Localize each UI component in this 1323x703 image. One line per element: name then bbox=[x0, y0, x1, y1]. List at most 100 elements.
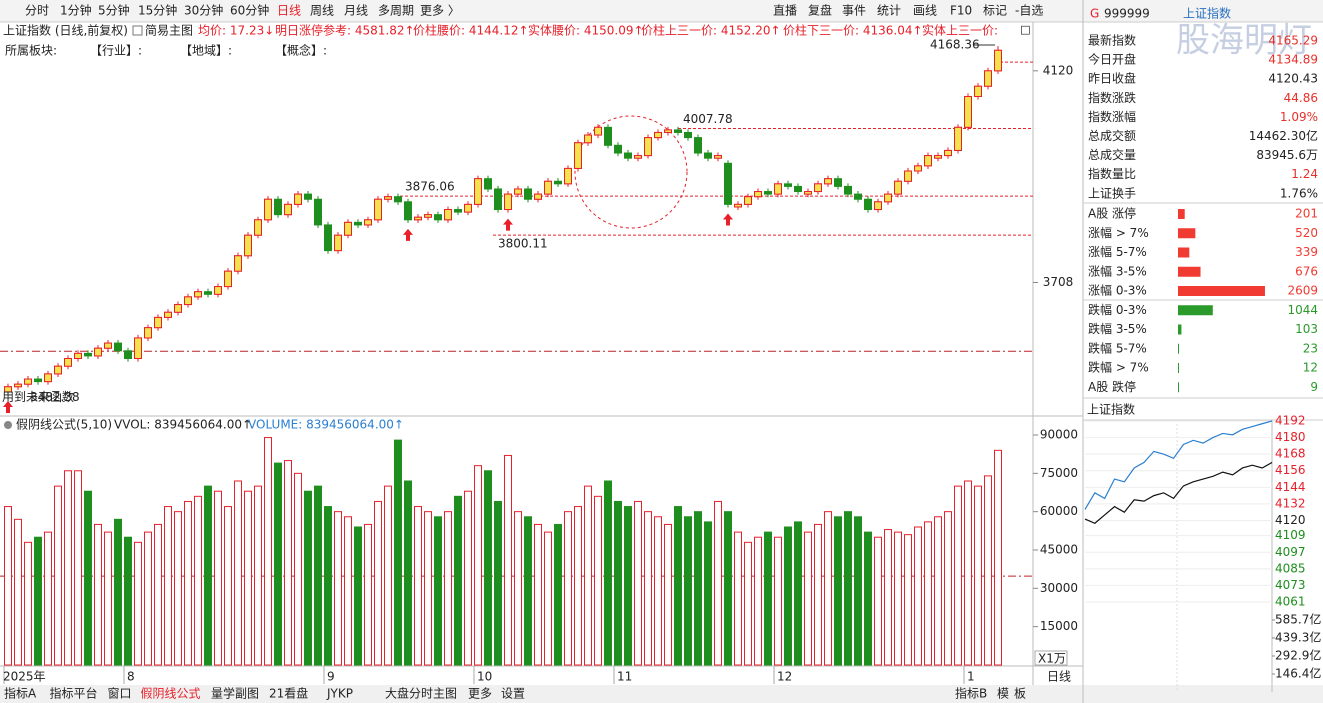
bottom-tab[interactable]: 大盘分时主图 bbox=[385, 686, 457, 701]
tool-button[interactable]: 统计 bbox=[877, 4, 901, 18]
volume-bar bbox=[104, 531, 112, 666]
high-label: 4168.36 bbox=[930, 37, 980, 51]
bottom-tab[interactable]: 21看盘 bbox=[269, 686, 308, 701]
bottom-tab[interactable]: 假阴线公式 bbox=[141, 687, 201, 701]
tool-button[interactable]: 画线 bbox=[913, 4, 937, 18]
candle-body bbox=[834, 178, 842, 187]
period-label[interactable]: 日线 bbox=[1047, 670, 1071, 684]
indicator-value: 价柱腰价: 4144.12↑ bbox=[413, 23, 529, 38]
period-tab[interactable]: 30分钟 bbox=[184, 3, 223, 18]
bottom-tab[interactable]: 窗口 bbox=[108, 687, 132, 701]
tool-button[interactable]: 事件 bbox=[842, 4, 866, 18]
volume-bar bbox=[524, 516, 532, 666]
bottom-tab[interactable]: 设置 bbox=[501, 687, 525, 701]
bottom-tab[interactable]: 指标A bbox=[4, 686, 37, 701]
candle-body bbox=[404, 201, 412, 221]
bottom-tab[interactable]: 指标平台 bbox=[50, 686, 98, 701]
template[interactable]: 简易主图 bbox=[145, 24, 193, 38]
quote-flag: G bbox=[1090, 7, 1099, 21]
quote-value: 4120.43 bbox=[1268, 72, 1318, 86]
period-tab[interactable]: 60分钟 bbox=[230, 3, 269, 18]
candle-body bbox=[644, 137, 652, 157]
tool-button[interactable]: F10 bbox=[950, 4, 972, 18]
volume-bar bbox=[954, 485, 962, 666]
bottom-tab[interactable]: 量学副图 bbox=[211, 686, 259, 701]
y-tick-label: 4073 bbox=[1275, 578, 1306, 592]
tool-button[interactable]: 直播 bbox=[773, 4, 797, 18]
level-label: 3800.11 bbox=[498, 237, 548, 251]
volume-bar bbox=[214, 490, 222, 666]
x-tick-label: 10 bbox=[477, 670, 492, 684]
candle-body bbox=[934, 155, 942, 159]
candle-body bbox=[724, 162, 732, 205]
bottom-tab[interactable]: 模 bbox=[997, 687, 1009, 701]
volume-bar bbox=[864, 531, 872, 666]
bottom-tab[interactable]: 更多 bbox=[468, 687, 492, 701]
candle-body bbox=[884, 193, 892, 203]
tool-button[interactable]: -自选 bbox=[1015, 4, 1043, 18]
candle-body bbox=[474, 178, 482, 205]
volume-header: 假阴线公式(5,10) bbox=[16, 418, 112, 432]
volume-bar bbox=[454, 495, 462, 666]
breadth-label: 跌幅 5-7% bbox=[1088, 340, 1147, 355]
signal-arrow bbox=[503, 218, 513, 231]
candle-body bbox=[374, 198, 382, 221]
tool-button[interactable]: 复盘 bbox=[808, 3, 832, 18]
period-tab[interactable]: 1分钟 bbox=[60, 3, 92, 18]
candle-body bbox=[424, 214, 432, 218]
period-tab[interactable]: 周线 bbox=[310, 4, 334, 18]
volume-bar bbox=[884, 529, 892, 666]
unit-label: X1万 bbox=[1038, 652, 1066, 666]
volume-bar bbox=[374, 500, 382, 666]
candle-body bbox=[584, 134, 592, 144]
indicator-value: 价柱下三一价: 4136.04↑ bbox=[783, 23, 923, 38]
period-tab[interactable]: 多周期 bbox=[378, 4, 414, 18]
candle-body bbox=[914, 165, 922, 172]
breadth-bar bbox=[1178, 305, 1213, 316]
candle-body bbox=[814, 183, 822, 193]
tool-button[interactable]: 标记 bbox=[983, 4, 1007, 18]
candle-body bbox=[864, 198, 872, 211]
candle-body bbox=[414, 216, 422, 221]
candle-body bbox=[574, 142, 582, 169]
bottom-tab[interactable]: 指标B bbox=[955, 686, 987, 701]
quote-value: 83945.6万 bbox=[1256, 148, 1318, 162]
period-tab[interactable]: 15分钟 bbox=[138, 3, 177, 18]
icon[interactable]: ☐ bbox=[1020, 24, 1031, 38]
quote-label: 总成交量 bbox=[1088, 147, 1136, 162]
candle-body bbox=[494, 188, 502, 211]
volume-bar bbox=[894, 531, 902, 666]
volume-bar bbox=[14, 518, 22, 666]
breadth-bar bbox=[1178, 343, 1179, 354]
y-tick-label: 4097 bbox=[1275, 545, 1306, 559]
volume-bar bbox=[64, 470, 72, 666]
volume-bar bbox=[194, 495, 202, 666]
candle-body bbox=[774, 183, 782, 195]
candle-body bbox=[544, 180, 552, 195]
y-tick-label: 4132 bbox=[1275, 496, 1306, 510]
period-tab[interactable]: 分时 bbox=[25, 4, 49, 18]
period-tab[interactable]: 月线 bbox=[344, 4, 368, 18]
volume-bar bbox=[754, 536, 762, 666]
candle-body bbox=[704, 152, 712, 159]
note: 用到未来函数 bbox=[2, 389, 74, 404]
bottom-tab[interactable]: 板 bbox=[1014, 687, 1026, 701]
breadth-label: 涨幅 3-5% bbox=[1088, 263, 1147, 278]
icon bbox=[132, 25, 143, 36]
breadth-value: 1044 bbox=[1287, 303, 1318, 317]
candle-body bbox=[754, 191, 762, 198]
candle-body bbox=[164, 311, 172, 318]
candle-body bbox=[904, 170, 912, 182]
y-tick-label: 4085 bbox=[1275, 561, 1306, 575]
sector-label: 所属板块: bbox=[5, 44, 57, 58]
volume-bar bbox=[484, 470, 492, 666]
candle-body bbox=[594, 126, 602, 136]
breadth-value: 23 bbox=[1303, 341, 1318, 355]
candle-body bbox=[364, 219, 372, 226]
period-tab[interactable]: 日线 bbox=[277, 4, 301, 18]
bottom-tab[interactable]: JYKP bbox=[326, 687, 353, 701]
period-tab[interactable]: 更多 〉 bbox=[420, 4, 460, 18]
candle-body bbox=[854, 193, 862, 200]
period-tab[interactable]: 5分钟 bbox=[98, 3, 130, 18]
breadth-value: 12 bbox=[1303, 361, 1318, 375]
